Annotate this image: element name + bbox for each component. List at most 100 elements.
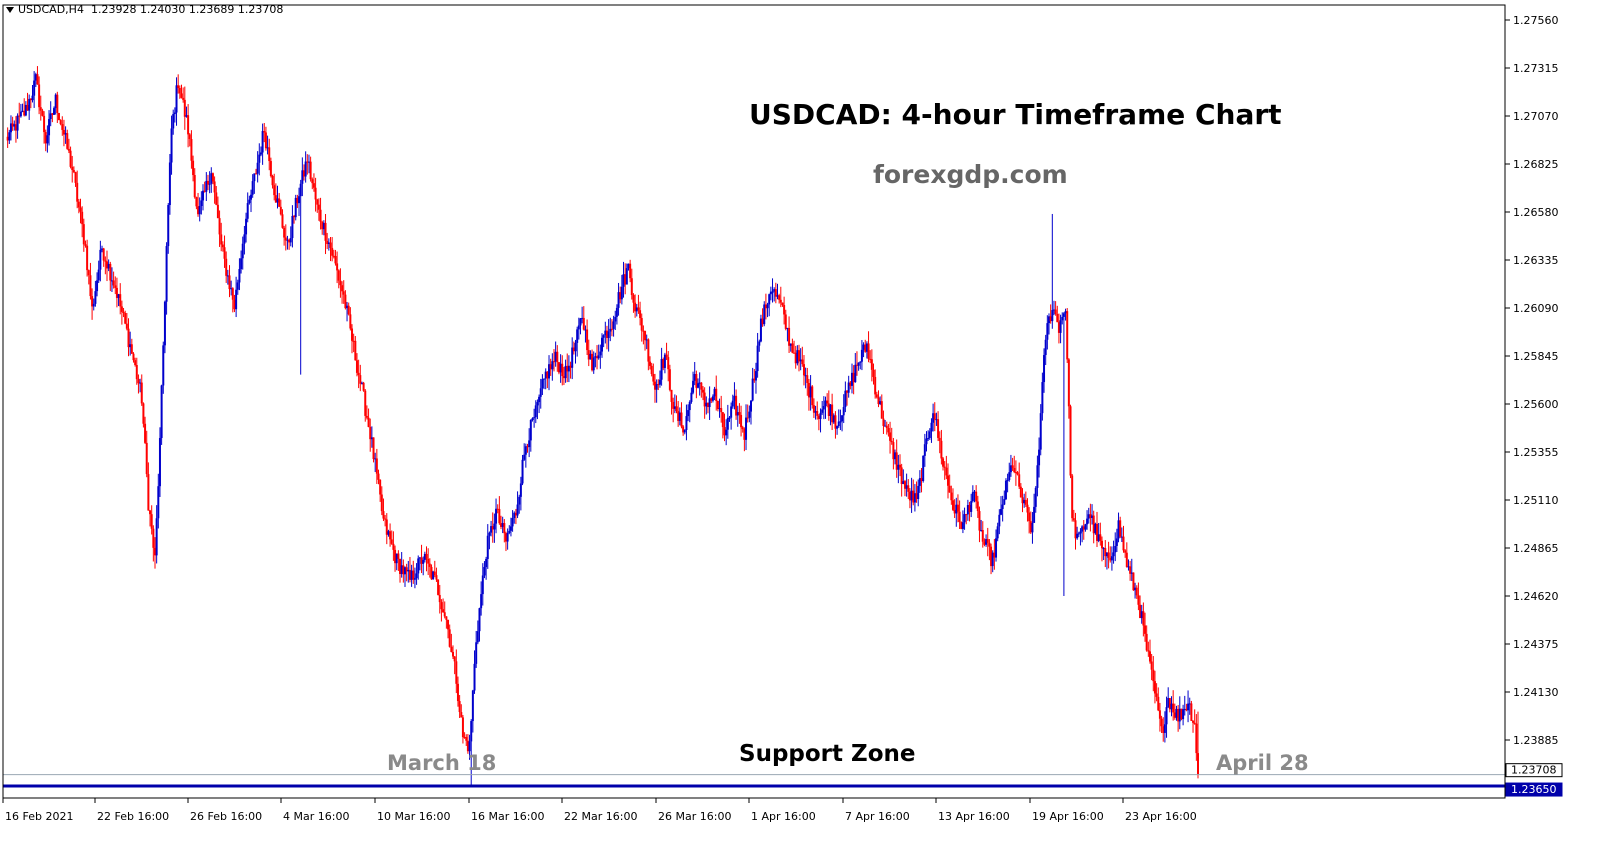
- candle-body: [988, 542, 991, 547]
- candle-body: [650, 365, 653, 375]
- candle-body: [629, 263, 632, 279]
- candle-body: [824, 400, 827, 406]
- candle-body: [857, 362, 860, 366]
- candle-body: [185, 115, 188, 117]
- candle-body: [802, 364, 805, 376]
- candle-body: [1148, 651, 1151, 662]
- candle-body: [834, 415, 837, 429]
- candle-body: [317, 204, 320, 210]
- candle-body: [897, 464, 900, 470]
- candle-body: [1100, 540, 1103, 549]
- candle-body: [976, 501, 979, 512]
- x-tick-label: 26 Feb 16:00: [190, 810, 262, 823]
- dropdown-triangle-icon[interactable]: [6, 7, 14, 13]
- candle-body: [1081, 526, 1084, 532]
- candle-body: [1129, 566, 1132, 574]
- candle-body: [349, 314, 352, 329]
- candle-body: [831, 404, 834, 423]
- candle-body: [293, 215, 296, 218]
- candle-body: [445, 616, 448, 620]
- candle-body: [298, 196, 301, 204]
- candle-body: [804, 375, 807, 377]
- candle-body: [203, 190, 206, 192]
- candle-body: [1041, 382, 1044, 414]
- candle-body: [134, 360, 137, 366]
- candle-body: [380, 494, 383, 512]
- candle-body: [309, 161, 312, 180]
- candle-body: [258, 154, 261, 163]
- candle-body: [955, 504, 958, 514]
- candle-body: [619, 292, 622, 300]
- candle-body: [620, 286, 623, 300]
- candle-body: [842, 407, 845, 416]
- candle-body: [652, 374, 655, 382]
- candle-body: [680, 412, 683, 427]
- candle-body: [311, 179, 314, 184]
- candle-body: [612, 321, 615, 329]
- candle-body: [165, 246, 168, 302]
- candle-body: [781, 302, 784, 306]
- candle-body: [355, 360, 358, 373]
- candle-body: [731, 400, 734, 407]
- candle-body: [178, 88, 181, 94]
- candle-body: [945, 467, 948, 476]
- support-zone-label: Support Zone: [739, 741, 916, 767]
- candle-body: [625, 268, 628, 285]
- candle-body: [28, 98, 31, 111]
- candle-body: [862, 344, 865, 350]
- candle-body: [428, 563, 431, 567]
- candle-body: [13, 124, 16, 127]
- price-tag-box: [1505, 763, 1563, 778]
- candle-body: [822, 405, 825, 410]
- candle-body: [344, 294, 347, 309]
- candle-body: [601, 337, 603, 352]
- candle-body: [538, 396, 541, 403]
- candle-body: [798, 350, 801, 362]
- candle-body: [728, 417, 731, 419]
- candle-body: [999, 509, 1002, 515]
- candle-body: [764, 304, 767, 309]
- candle-body: [1125, 552, 1128, 567]
- candle-body: [188, 134, 191, 140]
- candle-body: [67, 148, 70, 151]
- candle-body: [447, 619, 450, 630]
- y-tick-label: 1.24130: [1513, 686, 1559, 699]
- candle-body: [827, 403, 830, 416]
- candle-body: [102, 248, 105, 261]
- candle-body: [56, 94, 59, 113]
- candle-body: [928, 431, 931, 438]
- candle-body: [750, 400, 752, 412]
- candle-body: [771, 291, 774, 293]
- x-tick-label: 7 Apr 16:00: [845, 810, 910, 823]
- candle-body: [162, 345, 165, 386]
- candle-body: [544, 371, 547, 379]
- candle-body: [670, 389, 673, 402]
- candle-body: [157, 486, 160, 519]
- candle-body: [23, 110, 26, 116]
- candle-body: [905, 485, 908, 489]
- candle-body: [662, 359, 665, 368]
- candle-body: [1084, 524, 1087, 530]
- candle-body: [34, 74, 37, 81]
- candle-body: [597, 355, 600, 359]
- candle-body: [528, 440, 531, 448]
- candle-body: [557, 362, 560, 373]
- candle-body: [854, 364, 857, 383]
- candle-body: [879, 401, 882, 405]
- candle-body: [57, 112, 60, 121]
- candle-body: [331, 247, 334, 256]
- candle-body: [62, 129, 65, 135]
- candle-body: [233, 299, 236, 310]
- candle-body: [124, 312, 127, 324]
- candle-body: [745, 417, 748, 440]
- candle-body: [266, 147, 269, 149]
- symbol-header[interactable]: USDCAD,H4 1.23928 1.24030 1.23689 1.2370…: [6, 3, 283, 16]
- candle-body: [665, 354, 668, 358]
- candle-body: [193, 175, 196, 198]
- candle-body: [500, 523, 503, 527]
- candle-body: [1077, 533, 1080, 535]
- candle-body: [205, 180, 208, 192]
- candle-body: [372, 437, 375, 460]
- candle-body: [491, 526, 494, 530]
